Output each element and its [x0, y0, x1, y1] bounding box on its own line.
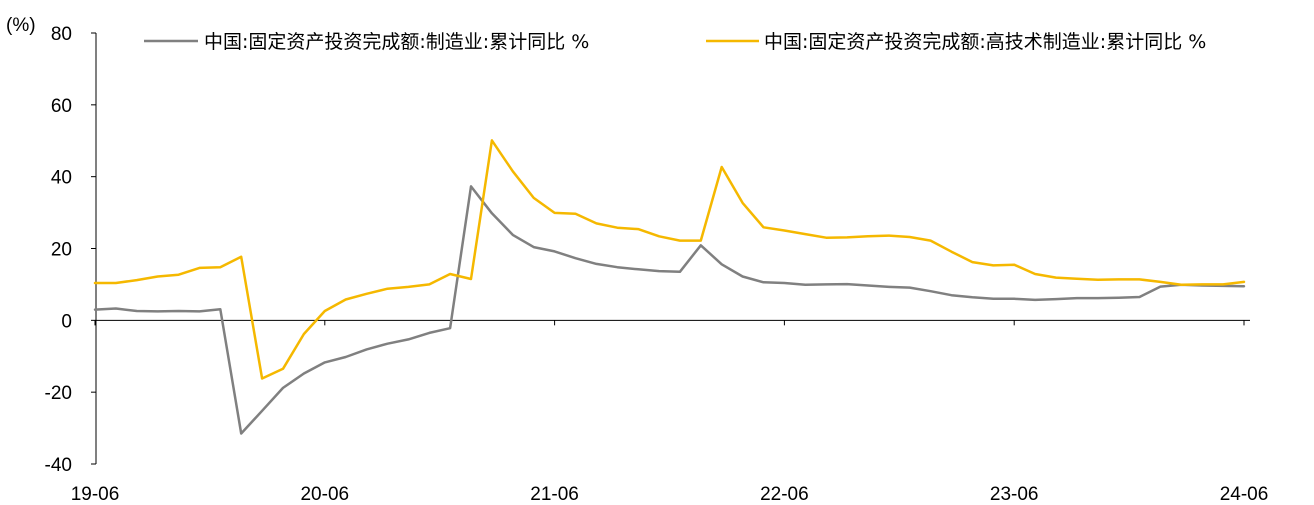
x-tick-label: 21-06: [530, 484, 579, 505]
series-layer: [93, 139, 1246, 435]
y-tick-label: 40: [51, 168, 72, 189]
y-tick-label: -40: [45, 455, 72, 476]
x-tick-label: 19-06: [71, 484, 120, 505]
legend-label-hightech: 中国:固定资产投资完成额:高技术制造业:累计同比 %: [764, 31, 1206, 53]
y-tick-label: -20: [45, 383, 72, 404]
x-tick-label: 24-06: [1220, 484, 1269, 505]
y-tick-label: 80: [51, 24, 72, 45]
legend-label-manufacturing: 中国:固定资产投资完成额:制造业:累计同比 %: [204, 31, 589, 53]
x-tick-label: 20-06: [300, 484, 349, 505]
x-tick-label: 23-06: [990, 484, 1039, 505]
y-axis: -40 -20 0 20 40 60 80: [45, 24, 97, 476]
y-tick-label: 0: [61, 311, 72, 332]
y-unit-label: (%): [6, 15, 36, 36]
legend: 中国:固定资产投资完成额:制造业:累计同比 % 中国:固定资产投资完成额:高技术…: [144, 31, 1206, 53]
y-tick-label: 60: [51, 96, 72, 117]
x-tick-label: 22-06: [760, 484, 809, 505]
x-axis: 19-06 20-06 21-06 22-06 23-06 24-06: [71, 319, 1269, 505]
series-line-hightech: [93, 139, 1246, 380]
series-line-manufacturing: [93, 185, 1246, 435]
y-tick-label: 20: [51, 240, 72, 261]
